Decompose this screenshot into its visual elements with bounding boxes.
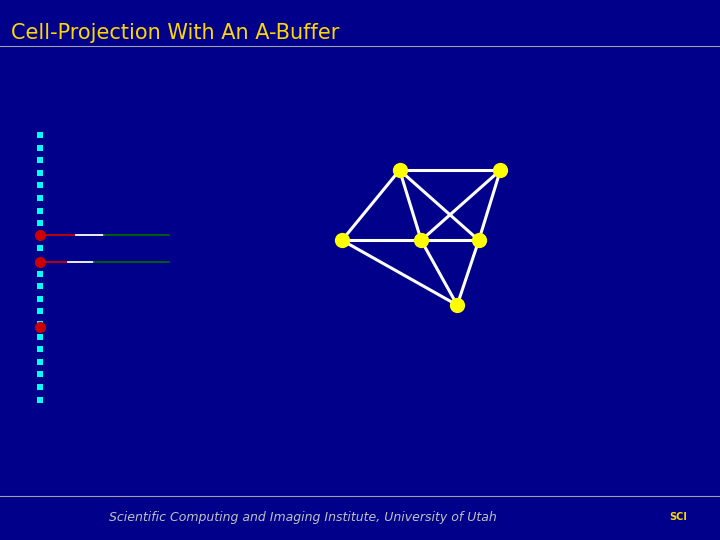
Text: Scientific Computing and Imaging Institute, University of Utah: Scientific Computing and Imaging Institu… bbox=[109, 511, 496, 524]
Text: Cell-Projection With An A-Buffer: Cell-Projection With An A-Buffer bbox=[11, 23, 339, 43]
Text: SCI: SCI bbox=[670, 512, 688, 522]
